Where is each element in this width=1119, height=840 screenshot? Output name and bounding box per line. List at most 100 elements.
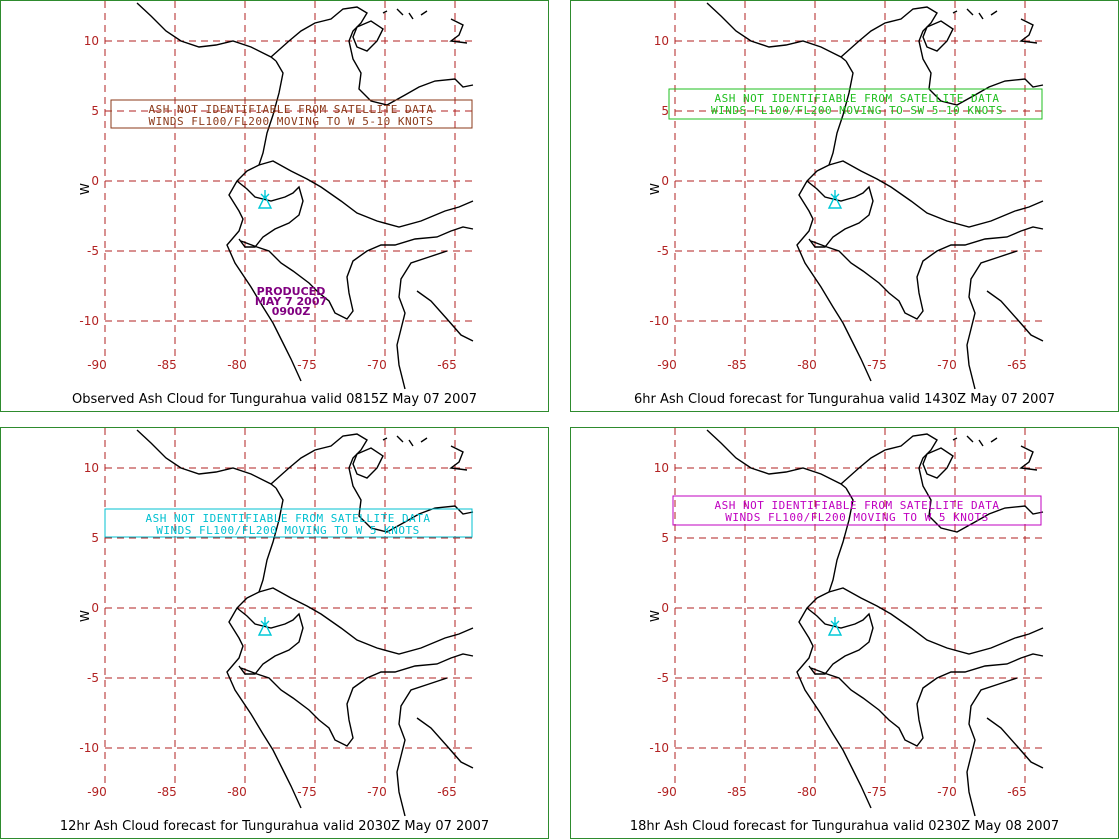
- map-18hr: W 10 5 0 -5 -10 -90 -85 -80 -75 -70 -65 …: [648, 428, 1044, 817]
- lat-labels: 10 5 0 -5 -10: [649, 34, 669, 328]
- volcano-symbol: [827, 190, 843, 209]
- message-box: ASH NOT IDENTIFIABLE FROM SATELLITE DATA…: [104, 508, 473, 538]
- lon-labels: -90 -85 -80 -75 -70 -65: [87, 358, 457, 372]
- lon-label: -75: [297, 358, 317, 372]
- lon-label: -70: [937, 358, 957, 372]
- message-line-1: ASH NOT IDENTIFIABLE FROM SATELLITE DATA: [715, 92, 1000, 105]
- lat-label: 5: [91, 104, 99, 118]
- lat-label: 5: [91, 531, 99, 545]
- lat-label: -10: [79, 741, 99, 755]
- volcano-symbol: [257, 617, 273, 636]
- lat-label: 10: [84, 461, 99, 475]
- map-coastlines: [706, 2, 1044, 390]
- produced-stamp: PRODUCED MAY 7 2007 0900Z: [255, 285, 327, 318]
- map-grid: [674, 1, 1043, 357]
- message-line-1: ASH NOT IDENTIFIABLE FROM SATELLITE DATA: [149, 103, 434, 116]
- map-observed: W 10 5 0 -5 -10 -90 -85 -80 -75 -70 -65 …: [78, 1, 474, 390]
- panel-6hr: W 10 5 0 -5 -10 -90 -85 -80 -75 -70 -65 …: [570, 0, 1119, 412]
- lon-label: -70: [937, 785, 957, 799]
- message-line-2: WINDS FL100/FL200 MOVING TO W 5-10 KNOTS: [149, 115, 434, 128]
- lon-label: -85: [727, 785, 747, 799]
- map-6hr: W 10 5 0 -5 -10 -90 -85 -80 -75 -70 -65 …: [648, 1, 1044, 390]
- produced-line-3: 0900Z: [272, 305, 311, 318]
- lat-label: -5: [87, 244, 99, 258]
- lon-label: -85: [157, 785, 177, 799]
- volcano-symbol: [827, 617, 843, 636]
- panel-12hr: W 10 5 0 -5 -10 -90 -85 -80 -75 -70 -65 …: [0, 427, 549, 839]
- lon-label: -65: [437, 785, 457, 799]
- lat-label: 10: [84, 34, 99, 48]
- message-box: ASH NOT IDENTIFIABLE FROM SATELLITE DATA…: [668, 88, 1043, 120]
- lat-label: -5: [87, 671, 99, 685]
- message-line-2: WINDS FL100/FL200 MOVING TO SW 5-10 KNOT…: [711, 104, 1003, 117]
- panel-18hr: W 10 5 0 -5 -10 -90 -85 -80 -75 -70 -65 …: [570, 427, 1119, 839]
- lon-label: -80: [227, 358, 247, 372]
- lon-label: -90: [87, 358, 107, 372]
- lat-labels: 10 5 0 -5 -10: [649, 461, 669, 755]
- volcano-symbol: [257, 190, 273, 209]
- message-line-1: ASH NOT IDENTIFIABLE FROM SATELLITE DATA: [146, 512, 431, 525]
- west-label: W: [648, 183, 662, 195]
- lon-label: -90: [87, 785, 107, 799]
- lat-label: 5: [661, 104, 669, 118]
- lon-labels: -90 -85 -80 -75 -70 -65: [657, 358, 1027, 372]
- lat-label: -10: [649, 741, 669, 755]
- lon-labels: -90 -85 -80 -75 -70 -65: [657, 785, 1027, 799]
- lat-label: 0: [661, 174, 669, 188]
- lon-label: -90: [657, 785, 677, 799]
- lon-label: -75: [867, 358, 887, 372]
- lon-label: -85: [727, 358, 747, 372]
- lon-label: -70: [367, 785, 387, 799]
- produced-line-2: MAY 7 2007: [255, 295, 327, 308]
- lat-label: 0: [91, 174, 99, 188]
- map-grid: [674, 428, 1043, 784]
- panel-caption: Observed Ash Cloud for Tungurahua valid …: [72, 392, 477, 407]
- svg-text:W: W: [78, 610, 92, 622]
- map-coastlines: [706, 429, 1044, 817]
- svg-text:W: W: [78, 183, 92, 195]
- panel-caption: 12hr Ash Cloud forecast for Tungurahua v…: [59, 819, 490, 834]
- map-coastlines: [136, 2, 474, 390]
- map-12hr: W 10 5 0 -5 -10 -90 -85 -80 -75 -70 -65 …: [78, 428, 474, 817]
- produced-line-1: PRODUCED: [257, 285, 326, 298]
- lon-label: -75: [297, 785, 317, 799]
- lat-label: 5: [661, 531, 669, 545]
- lon-label: -80: [227, 785, 247, 799]
- lon-label: -70: [367, 358, 387, 372]
- message-line-1: ASH NOT IDENTIFIABLE FROM SATELLITE DATA: [715, 499, 1000, 512]
- lon-label: -85: [157, 358, 177, 372]
- svg-text:W: W: [648, 610, 662, 622]
- lon-label: -90: [657, 358, 677, 372]
- lon-label: -65: [437, 358, 457, 372]
- message-box: ASH NOT IDENTIFIABLE FROM SATELLITE DATA…: [110, 99, 473, 129]
- message-line-2: WINDS FL100/FL200 MOVING TO W 5 KNOTS: [156, 524, 420, 537]
- lat-label: -5: [657, 244, 669, 258]
- svg-text:W: W: [648, 183, 662, 195]
- lat-label: 10: [654, 34, 669, 48]
- lat-label: 10: [654, 461, 669, 475]
- map-coastlines: [136, 429, 474, 817]
- lon-label: -65: [1007, 358, 1027, 372]
- lon-label: -80: [797, 358, 817, 372]
- west-label: W: [78, 183, 92, 195]
- lat-label: 0: [91, 601, 99, 615]
- message-box: ASH NOT IDENTIFIABLE FROM SATELLITE DATA…: [672, 495, 1042, 526]
- lon-label: -75: [867, 785, 887, 799]
- lat-label: -10: [79, 314, 99, 328]
- lon-label: -65: [1007, 785, 1027, 799]
- panel-observed: W 10 5 0 -5 -10 -90 -85 -80 -75 -70 -65 …: [0, 0, 549, 412]
- lat-label: -10: [649, 314, 669, 328]
- lat-labels: 10 5 0 -5 -10: [79, 34, 99, 328]
- west-label: W: [648, 610, 662, 622]
- panel-caption: 18hr Ash Cloud forecast for Tungurahua v…: [629, 819, 1060, 834]
- panel-caption: 6hr Ash Cloud forecast for Tungurahua va…: [634, 392, 1055, 407]
- map-grid: [104, 428, 473, 784]
- lat-labels: 10 5 0 -5 -10: [79, 461, 99, 755]
- west-label: W: [78, 610, 92, 622]
- lat-label: -5: [657, 671, 669, 685]
- map-grid: [104, 1, 473, 357]
- lon-label: -80: [797, 785, 817, 799]
- lat-label: 0: [661, 601, 669, 615]
- lon-labels: -90 -85 -80 -75 -70 -65: [87, 785, 457, 799]
- message-line-2: WINDS FL100/FL200 MOVING TO W 5 KNOTS: [725, 511, 989, 524]
